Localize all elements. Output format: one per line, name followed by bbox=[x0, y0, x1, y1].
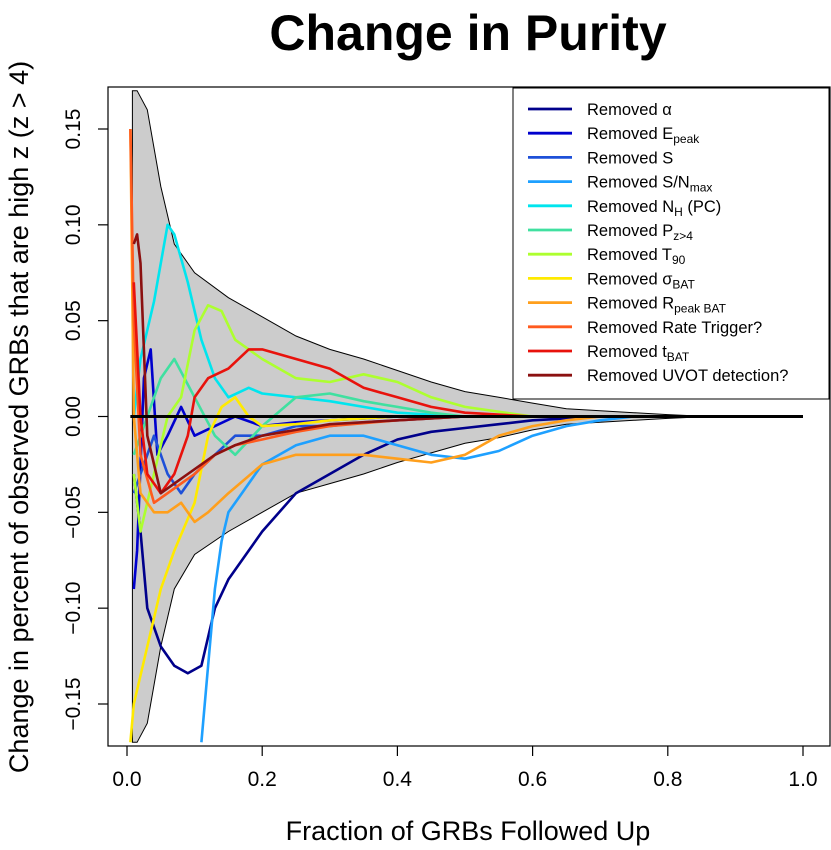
series-line-8 bbox=[129, 128, 668, 524]
y-axis-label: Change in percent of observed GRBs that … bbox=[4, 61, 34, 773]
chart-title: Change in Purity bbox=[269, 5, 666, 61]
legend-label-4: Removed NH (PC) bbox=[587, 198, 721, 219]
y-tick-label: −0.10 bbox=[62, 582, 85, 635]
y-tick-label: 0.15 bbox=[62, 109, 85, 150]
x-tick-label: 0.8 bbox=[653, 768, 682, 791]
series-line-4 bbox=[132, 223, 601, 418]
y-tick-label: 0.00 bbox=[62, 396, 85, 437]
series-line-5 bbox=[132, 357, 601, 457]
x-tick-label: 0.4 bbox=[383, 768, 413, 791]
plot-content bbox=[129, 90, 803, 743]
y-tick-label: 0.10 bbox=[62, 204, 85, 245]
legend-label-8: Removed Rpeak BAT bbox=[587, 295, 727, 316]
legend-label-10: Removed tBAT bbox=[587, 343, 690, 364]
legend-label-6: Removed T90 bbox=[587, 246, 686, 267]
legend-label-0: Removed α bbox=[587, 101, 672, 119]
x-tick-label: 1.0 bbox=[788, 768, 817, 791]
y-tick-label: 0.05 bbox=[62, 300, 85, 341]
x-tick-label: 0.0 bbox=[112, 768, 141, 791]
x-axis-label: Fraction of GRBs Followed Up bbox=[286, 816, 651, 846]
x-tick-label: 0.2 bbox=[248, 768, 277, 791]
legend-label-9: Removed Rate Trigger? bbox=[587, 319, 762, 337]
y-tick-label: −0.05 bbox=[62, 486, 85, 539]
x-axis: 0.0 0.2 0.4 0.6 0.8 1.0 bbox=[112, 745, 818, 791]
legend-box bbox=[512, 87, 830, 400]
series-line-7 bbox=[129, 396, 533, 743]
plot-area bbox=[107, 86, 831, 747]
legend-label-7: Removed σBAT bbox=[587, 270, 696, 291]
y-axis: −0.15 −0.10 −0.05 0.00 0.05 0.10 0.15 bbox=[62, 109, 108, 731]
series-line-11 bbox=[132, 233, 533, 495]
y-tick-label: −0.15 bbox=[62, 677, 85, 730]
series-line-0 bbox=[132, 415, 601, 675]
legend-label-3: Removed S/Nmax bbox=[587, 174, 712, 195]
legend-label-2: Removed S bbox=[587, 149, 673, 167]
legend-label-11: Removed UVOT detection? bbox=[587, 367, 788, 385]
legend-label-1: Removed Epeak bbox=[587, 125, 700, 146]
legend-label-5: Removed Pz>4 bbox=[587, 222, 693, 243]
legend: Removed α Removed Epeak Removed S Removed S… bbox=[512, 87, 830, 400]
x-tick-label: 0.6 bbox=[518, 768, 547, 791]
series-line-3 bbox=[200, 415, 668, 743]
